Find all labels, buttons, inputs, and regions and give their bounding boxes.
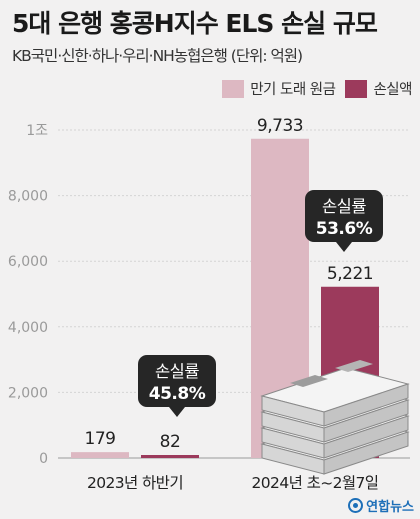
legend-swatch-loss bbox=[345, 79, 368, 98]
legend-item-principal: 만기 도래 원금 bbox=[222, 78, 336, 99]
loss-rate-callout-0 bbox=[138, 355, 216, 407]
loss-rate-callout-pointer-0 bbox=[169, 407, 185, 417]
legend: 만기 도래 원금 손실액 bbox=[222, 78, 412, 99]
value-label-loss-1: 5,221 bbox=[327, 264, 373, 284]
y-tick-label-4: 8,000 bbox=[8, 189, 48, 205]
loss-rate-title-0: 손실률 bbox=[155, 362, 199, 381]
x-tick-label-1: 2024년 초~2월7일 bbox=[252, 474, 379, 492]
y-tick-label-0: 0 bbox=[39, 451, 48, 467]
news-agency-logo: 연합뉴스 bbox=[348, 496, 414, 515]
y-tick-label-2: 4,000 bbox=[8, 320, 48, 336]
money-stack-illustration bbox=[260, 360, 410, 475]
y-tick-label-1: 2,000 bbox=[8, 385, 48, 401]
y-tick-label-3: 6,000 bbox=[8, 254, 48, 270]
loss-rate-value-0: 45.8% bbox=[149, 384, 206, 404]
y-tick-label-5: 1조 bbox=[26, 123, 48, 139]
loss-rate-callout-pointer-1 bbox=[336, 242, 352, 252]
value-label-principal-1: 9,733 bbox=[257, 116, 303, 136]
x-tick-label-0: 2023년 하반기 bbox=[87, 474, 183, 492]
logo-icon bbox=[348, 498, 364, 513]
value-label-loss-0: 82 bbox=[160, 432, 181, 452]
bar-principal-0 bbox=[71, 452, 129, 458]
legend-label-loss: 손실액 bbox=[373, 82, 412, 98]
loss-rate-title-1: 손실률 bbox=[322, 197, 366, 216]
loss-rate-callout-1 bbox=[305, 190, 383, 242]
chart-subtitle: KB국민·신한·하나·우리·NH농협은행 (단위: 억원) bbox=[12, 47, 303, 65]
legend-item-loss: 손실액 bbox=[345, 78, 412, 99]
legend-swatch-principal bbox=[222, 79, 245, 98]
chart-title: 5대 은행 홍콩H지수 ELS 손실 규모 bbox=[12, 9, 378, 38]
loss-rate-value-1: 53.6% bbox=[316, 219, 373, 239]
value-label-principal-0: 179 bbox=[85, 429, 116, 449]
logo-label: 연합뉴스 bbox=[366, 500, 414, 515]
bar-loss-0 bbox=[141, 455, 199, 458]
legend-label-principal: 만기 도래 원금 bbox=[250, 82, 336, 98]
